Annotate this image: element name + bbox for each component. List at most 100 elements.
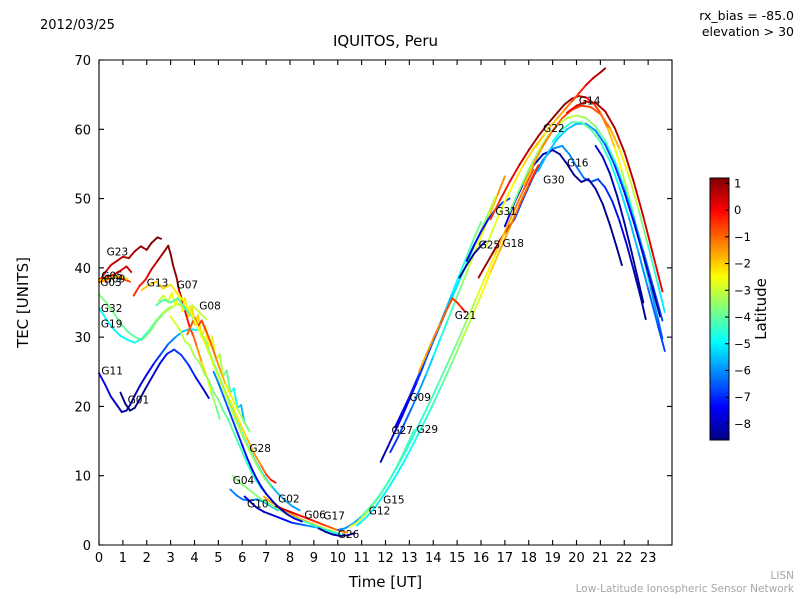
track-segment bbox=[608, 126, 621, 150]
track-segment bbox=[484, 251, 494, 267]
track-segment bbox=[408, 381, 418, 401]
track-segment bbox=[427, 383, 439, 406]
track-segment bbox=[556, 108, 566, 120]
track-segment bbox=[413, 422, 425, 444]
track-segment bbox=[556, 128, 568, 140]
track-segment bbox=[310, 523, 320, 528]
track-segment bbox=[269, 513, 280, 519]
tec-track bbox=[212, 370, 303, 523]
track-segment bbox=[608, 160, 621, 189]
track-segment bbox=[513, 196, 525, 221]
track-segment bbox=[148, 280, 158, 286]
track-segment bbox=[489, 248, 502, 273]
satellite-label: G16 bbox=[567, 158, 589, 170]
track-segment bbox=[250, 467, 258, 480]
x-tick-label: 13 bbox=[401, 551, 418, 566]
track-segment bbox=[156, 251, 165, 262]
track-segment bbox=[126, 338, 136, 344]
x-tick-label: 17 bbox=[497, 551, 514, 566]
track-segment bbox=[162, 307, 172, 315]
track-segment bbox=[242, 419, 251, 433]
track-segment bbox=[489, 199, 502, 221]
track-segment bbox=[637, 251, 650, 290]
track-segment bbox=[265, 492, 275, 503]
track-segment bbox=[222, 394, 229, 409]
track-segment bbox=[551, 149, 561, 156]
track-segment bbox=[155, 280, 165, 290]
track-segment bbox=[363, 506, 373, 517]
track-segment bbox=[200, 319, 208, 333]
track-segment bbox=[160, 343, 170, 355]
track-segment bbox=[439, 319, 449, 340]
track-segment bbox=[289, 510, 299, 516]
track-segment bbox=[98, 372, 106, 386]
track-segment bbox=[587, 178, 597, 190]
track-segment bbox=[460, 265, 471, 286]
track-segment bbox=[365, 505, 377, 519]
track-segment bbox=[198, 311, 208, 321]
colorbar-tick-label: −7 bbox=[734, 390, 751, 404]
track-segment bbox=[604, 143, 616, 167]
track-segment bbox=[170, 291, 177, 307]
track-segment bbox=[503, 180, 516, 203]
track-segment bbox=[219, 370, 227, 386]
track-segment bbox=[105, 318, 115, 330]
track-segment bbox=[484, 253, 497, 278]
track-segment bbox=[281, 508, 291, 513]
colorbar-tick-label: −3 bbox=[734, 283, 751, 297]
satellite-label: G06 bbox=[304, 510, 326, 522]
track-segment bbox=[262, 501, 272, 508]
track-segment bbox=[226, 417, 234, 431]
track-segment bbox=[401, 398, 411, 418]
track-segment bbox=[437, 362, 449, 386]
satellite-label: G12 bbox=[369, 506, 391, 518]
track-segment bbox=[556, 103, 566, 114]
track-segment bbox=[236, 440, 244, 454]
track-segment bbox=[212, 370, 220, 384]
track-segment bbox=[403, 406, 413, 425]
track-segment bbox=[119, 265, 128, 272]
tec-track bbox=[119, 348, 210, 412]
track-segment bbox=[496, 175, 506, 196]
track-segment bbox=[480, 212, 490, 232]
track-segment bbox=[651, 289, 662, 318]
track-segment bbox=[191, 304, 201, 314]
satellite-label: G10 bbox=[247, 499, 269, 511]
satellite-label: G13 bbox=[147, 278, 169, 290]
track-segment bbox=[238, 481, 248, 490]
track-segment bbox=[410, 390, 420, 409]
track-segment bbox=[236, 431, 244, 447]
track-segment bbox=[253, 452, 263, 467]
track-segment bbox=[523, 162, 535, 186]
track-segment bbox=[226, 399, 237, 420]
track-segment bbox=[518, 168, 530, 192]
x-tick-label: 23 bbox=[640, 551, 657, 566]
track-segment bbox=[148, 320, 158, 334]
track-segment bbox=[460, 316, 473, 341]
colorbar-tick-label: −4 bbox=[734, 310, 751, 324]
track-segment bbox=[279, 508, 289, 516]
y-tick-label: 60 bbox=[74, 123, 91, 138]
track-segment bbox=[138, 278, 147, 287]
track-segment bbox=[127, 250, 136, 260]
track-segment bbox=[98, 276, 108, 280]
track-segment bbox=[262, 495, 272, 503]
track-segment bbox=[513, 187, 525, 211]
track-segment bbox=[499, 226, 511, 251]
tec-track bbox=[132, 244, 221, 420]
track-segment bbox=[446, 301, 456, 322]
tec-track bbox=[417, 297, 467, 373]
track-segment bbox=[518, 183, 530, 207]
y-tick-label: 10 bbox=[74, 470, 91, 485]
track-segment bbox=[156, 236, 163, 240]
track-segment bbox=[155, 298, 165, 307]
satellite-label: G27 bbox=[391, 425, 413, 437]
satellite-label: G21 bbox=[455, 310, 477, 322]
track-segment bbox=[656, 316, 664, 340]
track-segment bbox=[642, 215, 654, 255]
track-segment bbox=[491, 239, 502, 254]
track-segment bbox=[580, 104, 592, 109]
tec-track bbox=[360, 168, 535, 517]
x-tick-label: 22 bbox=[616, 551, 633, 566]
tec-track bbox=[537, 122, 662, 318]
